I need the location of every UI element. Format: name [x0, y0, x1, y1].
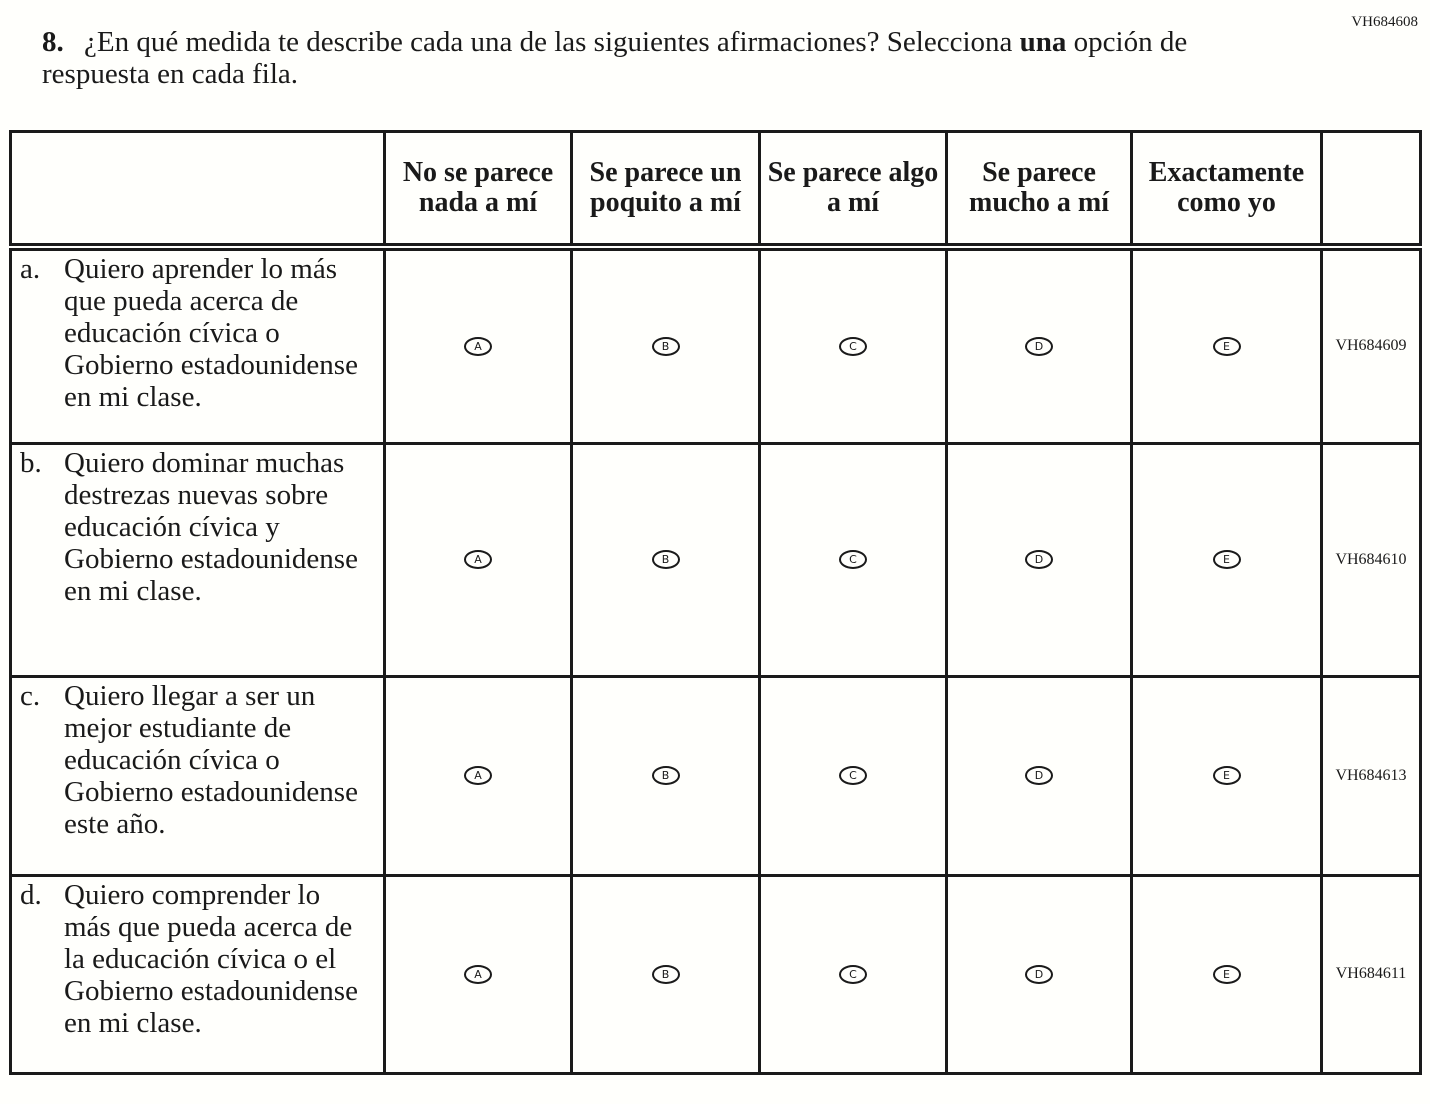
column-header: Se parece un poquito a mí — [570, 130, 761, 251]
row-item-id: VH684609 — [1320, 245, 1422, 445]
option-cell: A — [383, 674, 573, 877]
radio-option-a[interactable]: A — [464, 336, 492, 356]
row-item-id: VH684610 — [1320, 441, 1422, 678]
option-cell: A — [383, 441, 573, 678]
option-cell: D — [945, 441, 1133, 678]
option-cell: B — [570, 245, 761, 445]
option-cell: E — [1130, 245, 1323, 445]
radio-option-c[interactable]: C — [839, 766, 867, 785]
column-header: No se parece nada a mí — [383, 130, 573, 251]
statement-label: a. — [20, 253, 41, 285]
table-row: c. Quiero llegar a ser un mejor estudiant… — [9, 674, 1422, 877]
option-cell: E — [1130, 674, 1323, 877]
statement-cell: c. Quiero llegar a ser un mejor estudiant… — [9, 674, 386, 877]
header-blank — [9, 130, 386, 251]
header-row: No se parece nada a mí Se parece un poqu… — [9, 130, 1422, 251]
option-cell: E — [1130, 873, 1323, 1075]
option-cell: C — [758, 245, 948, 445]
radio-option-a[interactable]: A — [464, 964, 492, 984]
radio-option-a[interactable]: A — [464, 766, 492, 785]
radio-option-b[interactable]: B — [651, 766, 680, 785]
radio-option-e[interactable]: E — [1212, 550, 1241, 569]
option-cell: D — [945, 245, 1133, 445]
question-number: 8. — [42, 26, 64, 58]
option-cell: C — [758, 441, 948, 678]
radio-option-c[interactable]: C — [839, 336, 867, 356]
table-row: d. Quiero comprender lo más que pueda ace… — [9, 873, 1422, 1075]
statement-text: Quiero comprender lo más que pueda acerc… — [64, 878, 358, 1039]
column-header: Exactamente como yo — [1130, 130, 1323, 251]
radio-option-e[interactable]: E — [1212, 336, 1241, 356]
radio-option-b[interactable]: B — [651, 964, 680, 984]
radio-option-b[interactable]: B — [651, 336, 680, 356]
option-cell: A — [383, 245, 573, 445]
statement-label: b. — [20, 446, 42, 479]
radio-option-e[interactable]: E — [1212, 964, 1241, 984]
radio-option-d[interactable]: D — [1025, 964, 1053, 984]
radio-option-a[interactable]: A — [464, 550, 492, 569]
row-item-id: VH684611 — [1320, 873, 1422, 1075]
row-item-id: VH684613 — [1320, 674, 1422, 877]
statement-cell: a. Quiero aprender lo más que pueda acerc… — [9, 245, 386, 445]
radio-option-d[interactable]: D — [1025, 336, 1053, 356]
header-blank — [1320, 130, 1422, 251]
radio-option-d[interactable]: D — [1025, 766, 1053, 785]
column-header: Se parece mucho a mí — [945, 130, 1133, 251]
option-cell: A — [383, 873, 573, 1075]
response-grid: No se parece nada a mí Se parece un poqu… — [9, 130, 1422, 1075]
statement-text: Quiero dominar muchas destrezas nuevas s… — [64, 446, 358, 607]
radio-option-c[interactable]: C — [839, 550, 867, 569]
option-cell: D — [945, 873, 1133, 1075]
radio-option-b[interactable]: B — [651, 550, 680, 569]
option-cell: D — [945, 674, 1133, 877]
option-cell: C — [758, 873, 948, 1075]
table-row: a. Quiero aprender lo más que pueda acerc… — [9, 245, 1422, 445]
option-cell: B — [570, 674, 761, 877]
option-cell: B — [570, 441, 761, 678]
radio-option-e[interactable]: E — [1212, 766, 1241, 785]
statement-text: Quiero llegar a ser un mejor estudiante … — [64, 679, 358, 840]
statement-text: Quiero aprender lo más que pueda acerca … — [64, 253, 358, 413]
question-text: ¿En qué medida te describe cada una de l… — [42, 26, 1188, 90]
question: 8. ¿En qué medida te describe cada una de… — [42, 26, 1242, 90]
radio-option-c[interactable]: C — [839, 964, 867, 984]
column-header: Se parece algo a mí — [758, 130, 948, 251]
option-cell: C — [758, 674, 948, 877]
option-cell: E — [1130, 441, 1323, 678]
radio-option-d[interactable]: D — [1025, 550, 1053, 569]
statement-label: d. — [20, 878, 42, 911]
statement-cell: b. Quiero dominar muchas destrezas nuevas… — [9, 441, 386, 678]
statement-cell: d. Quiero comprender lo más que pueda ace… — [9, 873, 386, 1075]
item-id: VH684608 — [1351, 14, 1418, 30]
option-cell: B — [570, 873, 761, 1075]
table-row: b. Quiero dominar muchas destrezas nuevas… — [9, 441, 1422, 678]
statement-label: c. — [20, 679, 41, 712]
